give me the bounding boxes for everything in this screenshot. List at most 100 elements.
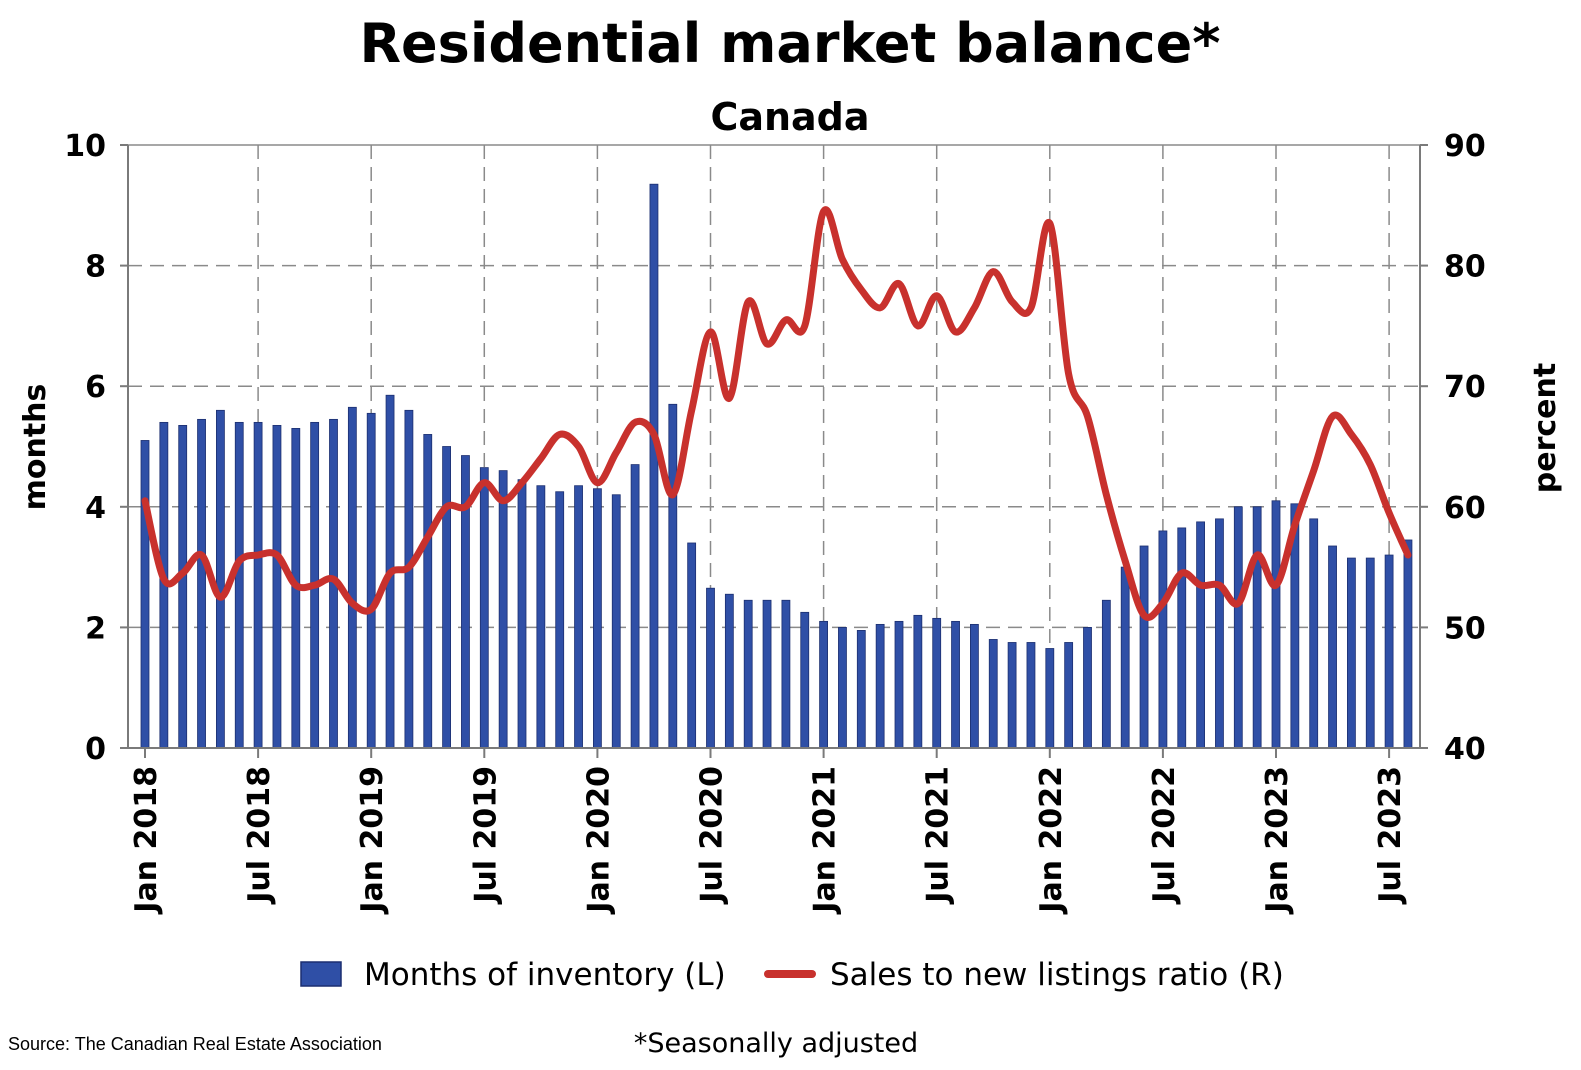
bar <box>894 620 904 749</box>
legend: Months of inventory (L) Sales to new lis… <box>300 957 1284 993</box>
chart-subtitle: Canada <box>710 95 869 139</box>
bar <box>253 421 263 749</box>
x-tick-label: Jul 2021 <box>921 766 956 905</box>
bar <box>913 614 923 749</box>
bar <box>856 630 866 749</box>
bar <box>574 485 583 749</box>
bar <box>234 421 244 749</box>
axes <box>120 144 1428 758</box>
bar <box>197 418 206 749</box>
chart-title: Residential market balance* <box>359 12 1220 75</box>
y-right-tick-label: 50 <box>1444 611 1486 646</box>
bar <box>706 587 715 749</box>
x-tick-label: Jul 2018 <box>242 766 277 905</box>
bar <box>1083 627 1092 749</box>
x-tick-label: Jul 2022 <box>1147 766 1182 905</box>
y-left-tick-label: 0 <box>85 732 106 767</box>
bar <box>140 440 150 749</box>
x-tick-label: Jan 2020 <box>581 766 616 915</box>
bar <box>215 409 225 749</box>
bar <box>838 627 847 749</box>
y-right-tick-label: 70 <box>1444 370 1486 405</box>
bar <box>800 611 810 749</box>
y-left-tick-label: 10 <box>64 129 106 164</box>
bar <box>875 623 885 749</box>
bar <box>687 542 697 749</box>
x-tick-label: Jan 2023 <box>1260 766 1295 915</box>
y-left-tick-label: 8 <box>85 250 106 285</box>
bar <box>611 494 621 749</box>
bar <box>423 434 433 749</box>
bar <box>1328 545 1337 749</box>
legend-swatch-bars <box>300 961 342 987</box>
bar <box>1120 566 1130 749</box>
bar <box>536 485 546 749</box>
x-tick-label: Jul 2020 <box>695 766 730 905</box>
line-series <box>141 206 1412 621</box>
bar <box>668 403 678 749</box>
bar <box>932 617 942 749</box>
bar <box>649 183 659 749</box>
bar <box>1045 648 1055 749</box>
y-right-tick-label: 60 <box>1444 491 1486 526</box>
bar <box>272 424 282 749</box>
bar <box>1233 506 1243 749</box>
bar <box>347 406 357 749</box>
y-left-tick-label: 4 <box>85 491 106 526</box>
y-right-tick-label: 80 <box>1444 250 1486 285</box>
bar <box>1384 554 1394 749</box>
bar <box>442 446 452 749</box>
bar <box>1101 599 1111 749</box>
bar <box>1252 506 1262 749</box>
bar <box>555 491 565 749</box>
bar <box>743 599 753 749</box>
bar <box>593 488 602 749</box>
bar <box>1347 557 1356 749</box>
bar <box>479 467 489 749</box>
bar <box>178 424 188 749</box>
y-axis-right-title: percent <box>1528 363 1563 493</box>
grid <box>128 145 1420 748</box>
bar <box>970 623 979 749</box>
bar <box>630 464 640 749</box>
y-left-tick-label: 2 <box>85 611 106 646</box>
bar <box>1158 530 1168 749</box>
x-tick-label: Jan 2022 <box>1034 766 1069 915</box>
bar <box>819 620 828 749</box>
y-right-tick-label: 90 <box>1444 129 1486 164</box>
bar <box>1177 527 1187 749</box>
x-tick-label: Jan 2019 <box>355 766 390 915</box>
legend-label-bars: Months of inventory (L) <box>364 957 726 993</box>
y-right-tick-label: 40 <box>1444 732 1486 767</box>
bar <box>1139 545 1149 749</box>
bar <box>1196 521 1205 749</box>
bar <box>951 620 960 749</box>
bar <box>1403 539 1413 749</box>
bar <box>724 593 734 749</box>
sales-to-listings-line <box>141 206 1412 621</box>
bar <box>1064 642 1074 749</box>
bar <box>781 599 791 749</box>
bar <box>1271 500 1281 749</box>
bar <box>498 470 508 749</box>
bar <box>762 599 772 749</box>
y-axis-left-title: months <box>18 384 53 511</box>
bar <box>366 412 376 749</box>
x-tick-label: Jul 2023 <box>1373 766 1408 905</box>
x-tick-label: Jan 2018 <box>129 766 164 915</box>
source-note: Source: The Canadian Real Estate Associa… <box>8 1034 382 1054</box>
tick-labels: 0 2 4 6 8 10 40 50 60 70 80 90 Jan 2018 Jul 2018 Jan 2… <box>64 129 1486 915</box>
x-tick-label: Jul 2019 <box>468 766 503 905</box>
bar <box>988 639 998 749</box>
bar <box>1007 642 1017 749</box>
bar <box>1215 518 1224 749</box>
legend-label-line: Sales to new listings ratio (R) <box>830 957 1284 993</box>
bar <box>517 479 527 749</box>
bar-series <box>140 183 1413 749</box>
y-left-tick-label: 6 <box>85 370 106 405</box>
bar <box>404 409 414 749</box>
x-tick-label: Jan 2021 <box>808 766 843 915</box>
bar <box>1365 557 1375 749</box>
bar <box>1309 518 1319 749</box>
